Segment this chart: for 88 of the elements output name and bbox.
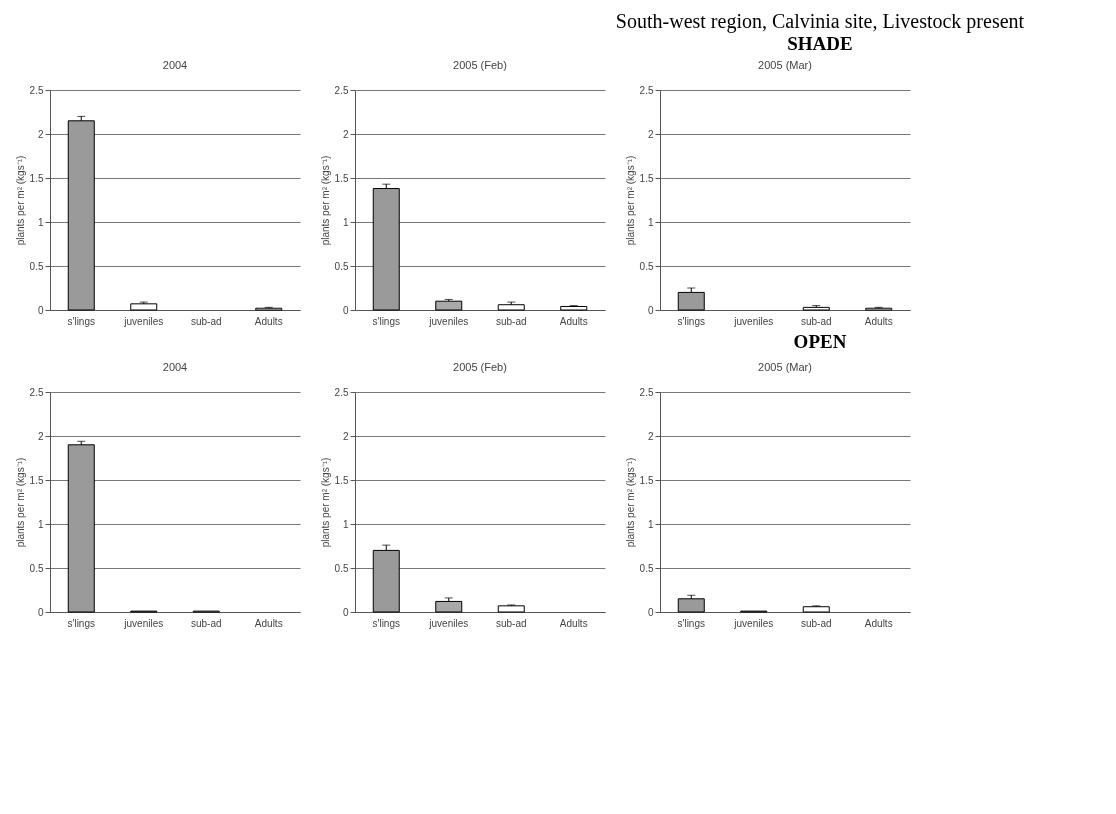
y-tick-label: 2.5 bbox=[334, 386, 349, 398]
y-tick-label: 0.5 bbox=[29, 562, 44, 574]
x-tick-label: sub-ad bbox=[190, 617, 222, 629]
y-tick-label: 2.5 bbox=[639, 84, 654, 96]
x-tick-label: Adults bbox=[559, 315, 588, 327]
y-tick-label: 2 bbox=[647, 430, 654, 442]
y-tick-label: 2.5 bbox=[334, 84, 349, 96]
y-tick-label: 0 bbox=[647, 606, 654, 618]
y-axis-title: plants per m² (kgs⁻¹) bbox=[319, 155, 331, 246]
y-tick-label: 0 bbox=[37, 606, 44, 618]
y-axis-title: plants per m² (kgs⁻¹) bbox=[14, 155, 26, 246]
x-tick-label: s'lings bbox=[677, 617, 705, 629]
y-tick-label: 2.5 bbox=[29, 386, 44, 398]
text: OPEN bbox=[792, 331, 848, 353]
x-tick-label: juveniles bbox=[123, 617, 164, 629]
y-tick-label: 2.5 bbox=[639, 386, 654, 398]
x-tick-label: s'lings bbox=[677, 315, 705, 327]
x-tick-label: juveniles bbox=[428, 315, 469, 327]
y-tick-label: 2 bbox=[342, 430, 349, 442]
y-tick-label: 1 bbox=[647, 216, 654, 228]
chart-title: 2005 (Feb) bbox=[453, 361, 507, 373]
x-tick-label: Adults bbox=[864, 315, 893, 327]
y-tick-label: 0.5 bbox=[334, 562, 349, 574]
bar bbox=[802, 306, 830, 311]
bar bbox=[497, 605, 525, 613]
chart-title: 2004 bbox=[162, 361, 188, 373]
y-tick-label: 1.5 bbox=[29, 474, 44, 486]
y-tick-label: 2 bbox=[647, 128, 654, 140]
text: South-west region, Calvinia site, Livestock present bbox=[614, 9, 1026, 33]
bar bbox=[802, 606, 830, 613]
chart-title: 2005 (Mar) bbox=[758, 59, 812, 71]
y-axis-title: plants per m² (kgs⁻¹) bbox=[319, 457, 331, 548]
x-tick-label: juveniles bbox=[123, 315, 164, 327]
x-tick-label: sub-ad bbox=[800, 315, 832, 327]
bar bbox=[130, 303, 158, 311]
x-tick-label: Adults bbox=[864, 617, 893, 629]
x-tick-label: Adults bbox=[254, 617, 283, 629]
x-tick-label: juveniles bbox=[428, 617, 469, 629]
x-tick-label: sub-ad bbox=[495, 315, 527, 327]
text: SHADE bbox=[786, 33, 854, 55]
y-tick-label: 1 bbox=[342, 216, 349, 228]
y-tick-label: 0 bbox=[342, 606, 349, 618]
y-tick-label: 0.5 bbox=[334, 260, 349, 272]
bar bbox=[372, 549, 400, 613]
x-tick-label: sub-ad bbox=[190, 315, 222, 327]
x-tick-label: juveniles bbox=[733, 617, 774, 629]
y-tick-label: 1.5 bbox=[639, 474, 654, 486]
y-tick-label: 1.5 bbox=[639, 172, 654, 184]
x-tick-label: s'lings bbox=[67, 617, 95, 629]
x-tick-label: s'lings bbox=[372, 617, 400, 629]
bar bbox=[677, 598, 705, 613]
bar bbox=[372, 188, 400, 311]
y-tick-label: 1 bbox=[37, 518, 44, 530]
x-tick-label: juveniles bbox=[733, 315, 774, 327]
y-axis-title: plants per m² (kgs⁻¹) bbox=[624, 155, 636, 246]
y-tick-label: 2 bbox=[37, 430, 44, 442]
y-tick-label: 2.5 bbox=[29, 84, 44, 96]
y-tick-label: 2 bbox=[342, 128, 349, 140]
y-tick-label: 1 bbox=[37, 216, 44, 228]
chart-title: 2004 bbox=[162, 59, 188, 71]
x-tick-label: Adults bbox=[559, 617, 588, 629]
y-axis-title: plants per m² (kgs⁻¹) bbox=[14, 457, 26, 548]
bar bbox=[435, 600, 463, 613]
y-tick-label: 0 bbox=[647, 304, 654, 316]
x-tick-label: Adults bbox=[254, 315, 283, 327]
y-tick-label: 1 bbox=[647, 518, 654, 530]
x-tick-label: sub-ad bbox=[800, 617, 832, 629]
bar bbox=[67, 120, 95, 311]
bar bbox=[677, 291, 705, 311]
y-tick-label: 0 bbox=[37, 304, 44, 316]
y-tick-label: 1.5 bbox=[334, 474, 349, 486]
chart-title: 2005 (Mar) bbox=[758, 361, 812, 373]
chart-title: 2005 (Feb) bbox=[453, 59, 507, 71]
y-tick-label: 0 bbox=[342, 304, 349, 316]
x-tick-label: sub-ad bbox=[495, 617, 527, 629]
y-tick-label: 1.5 bbox=[29, 172, 44, 184]
bar bbox=[497, 304, 525, 311]
x-tick-label: s'lings bbox=[67, 315, 95, 327]
y-tick-label: 0.5 bbox=[29, 260, 44, 272]
bar bbox=[435, 300, 463, 311]
y-tick-label: 1.5 bbox=[334, 172, 349, 184]
y-tick-label: 1 bbox=[342, 518, 349, 530]
y-tick-label: 2 bbox=[37, 128, 44, 140]
bar bbox=[560, 305, 588, 311]
y-tick-label: 0.5 bbox=[639, 562, 654, 574]
y-axis-title: plants per m² (kgs⁻¹) bbox=[624, 457, 636, 548]
y-tick-label: 0.5 bbox=[639, 260, 654, 272]
x-tick-label: s'lings bbox=[372, 315, 400, 327]
